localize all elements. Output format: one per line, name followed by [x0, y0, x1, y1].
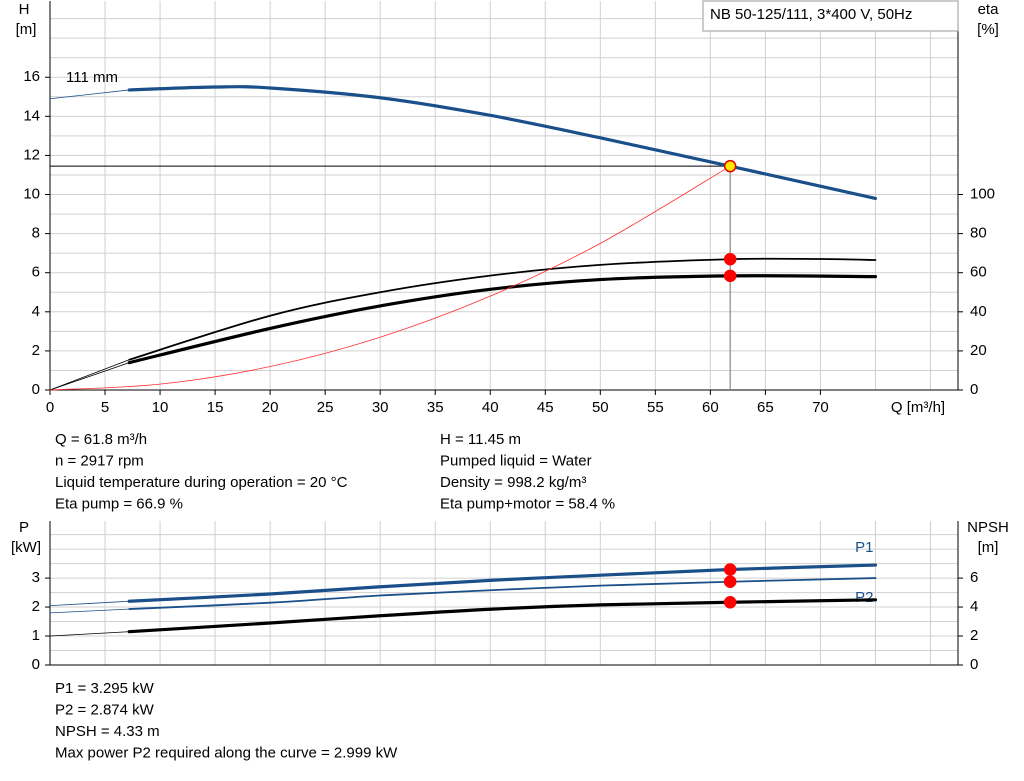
x-tick-label: 15 [207, 399, 224, 416]
y-axis-label: P [19, 519, 29, 536]
info-text: Eta pump+motor = 58.4 % [440, 495, 615, 512]
x-tick-label: 35 [427, 399, 444, 416]
x-tick-label: 60 [702, 399, 719, 416]
info-text: P1 = 3.295 kW [55, 680, 155, 697]
x-tick-label: 5 [101, 399, 109, 416]
y-axis-unit: [m] [16, 21, 37, 38]
series-line [49, 631, 130, 637]
y-tick-label: 3 [32, 569, 40, 586]
chart-title: NB 50-125/111, 3*400 V, 50Hz [710, 6, 912, 23]
y-tick-label: 14 [23, 107, 40, 124]
series-line [49, 600, 130, 607]
operating-point [723, 563, 737, 576]
y-tick-label: 2 [32, 342, 40, 359]
info-text: NPSH = 4.33 m [55, 723, 160, 740]
y-tick-label: 10 [23, 185, 40, 202]
curve-annotation: 111 mm [66, 69, 118, 86]
x-tick-label: 50 [592, 399, 609, 416]
series-line [128, 257, 877, 361]
x-tick-label: 40 [482, 399, 499, 416]
y-tick-label: 12 [23, 146, 40, 163]
y2-tick-label: 2 [970, 627, 978, 644]
info-text: n = 2917 rpm [55, 452, 144, 469]
y2-tick-label: 20 [970, 342, 987, 359]
series-line [128, 577, 877, 610]
title-box [702, 0, 959, 32]
y-tick-label: 0 [32, 656, 40, 673]
y-axis-label: H [19, 1, 30, 18]
series-label: P2 [855, 589, 873, 606]
series-line [49, 165, 731, 391]
x-tick-label: 25 [317, 399, 334, 416]
y2-tick-label: 100 [970, 185, 995, 202]
y-tick-label: 16 [23, 68, 40, 85]
x-tick-label: 0 [46, 399, 54, 416]
y-tick-label: 1 [32, 627, 40, 644]
operating-point [723, 269, 737, 283]
y2-tick-label: 6 [970, 569, 978, 586]
info-text: Density = 998.2 kg/m³ [440, 474, 586, 491]
y-tick-label: 2 [32, 598, 40, 615]
info-text: P2 = 2.874 kW [55, 701, 155, 718]
y2-tick-label: 80 [970, 225, 987, 242]
x-tick-label: 55 [647, 399, 664, 416]
y2-tick-label: 0 [970, 381, 978, 398]
y2-tick-label: 0 [970, 656, 978, 673]
y2-axis-label: NPSH [967, 519, 1009, 536]
x-tick-label: 10 [152, 399, 169, 416]
y-axis-unit: [kW] [11, 539, 41, 556]
x-tick-label: 45 [537, 399, 554, 416]
y-tick-label: 0 [32, 381, 40, 398]
series-line [127, 274, 878, 365]
operating-point [723, 159, 737, 173]
series-line [49, 89, 130, 100]
y2-tick-label: 60 [970, 264, 987, 281]
series-line [127, 563, 878, 603]
operating-point [723, 252, 737, 266]
info-text: Max power P2 required along the curve = … [55, 744, 398, 761]
x-axis-label: Q [m³/h] [891, 399, 945, 416]
info-text: Eta pump = 66.9 % [55, 495, 183, 512]
series-line [49, 359, 130, 391]
y-tick-label: 8 [32, 225, 40, 242]
y-tick-label: 6 [32, 264, 40, 281]
series-line [49, 362, 130, 391]
series-line [127, 85, 878, 201]
y-tick-label: 4 [32, 303, 40, 320]
x-tick-label: 65 [757, 399, 774, 416]
y2-axis-label: eta [978, 1, 1000, 18]
series-line [49, 608, 130, 614]
info-text: Pumped liquid = Water [440, 452, 592, 469]
info-text: H = 11.45 m [440, 431, 521, 448]
series-label: P1 [855, 539, 873, 556]
y2-tick-label: 4 [970, 598, 978, 615]
info-text: Liquid temperature during operation = 20… [55, 474, 348, 491]
x-tick-label: 70 [812, 399, 829, 416]
operating-point [723, 596, 737, 609]
y2-axis-unit: [%] [977, 21, 999, 38]
x-tick-label: 20 [262, 399, 279, 416]
info-text: Q = 61.8 m³/h [55, 431, 147, 448]
operating-point [723, 575, 737, 588]
y2-tick-label: 40 [970, 303, 987, 320]
y2-axis-unit: [m] [978, 539, 999, 556]
x-tick-label: 30 [372, 399, 389, 416]
